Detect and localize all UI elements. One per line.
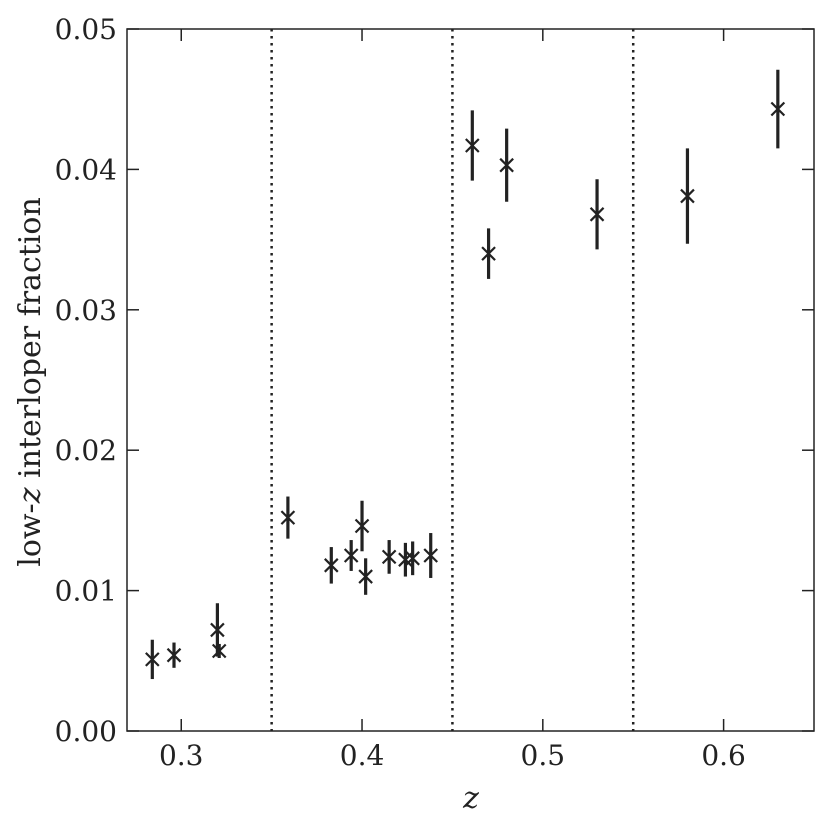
plot-frame bbox=[126, 28, 815, 732]
data-point bbox=[499, 157, 514, 173]
marker-stroke bbox=[210, 622, 225, 638]
data-point bbox=[770, 101, 786, 117]
x-axis-label: z bbox=[462, 781, 479, 816]
data-point bbox=[166, 647, 182, 663]
data-point bbox=[354, 518, 370, 534]
marker-stroke bbox=[324, 558, 339, 573]
y-axis-label-italic: z bbox=[13, 487, 48, 504]
y-tick-label: 0.00 bbox=[55, 715, 117, 748]
y-axis-label-prefix: low- bbox=[13, 503, 48, 566]
data-point bbox=[343, 548, 359, 563]
y-tick-label: 0.01 bbox=[55, 575, 117, 608]
y-axis-label: low-z interloper fraction bbox=[13, 197, 48, 567]
marker-stroke bbox=[770, 101, 786, 117]
error-bars bbox=[150, 69, 780, 680]
data-point bbox=[481, 246, 496, 261]
data-markers bbox=[145, 101, 786, 667]
x-tick-label: 0.5 bbox=[521, 739, 566, 772]
data-point bbox=[423, 548, 439, 563]
x-tick-label: 0.4 bbox=[340, 739, 385, 772]
data-point bbox=[211, 643, 227, 659]
marker-stroke bbox=[145, 652, 160, 667]
y-tick-label: 0.03 bbox=[55, 294, 117, 327]
data-point bbox=[280, 510, 296, 525]
data-point bbox=[381, 549, 397, 565]
y-axis-label-suffix: interloper fraction bbox=[13, 197, 48, 487]
data-point bbox=[358, 569, 373, 584]
data-point bbox=[324, 558, 339, 573]
marker-stroke bbox=[589, 207, 605, 222]
axis-ticks bbox=[127, 28, 814, 732]
marker-stroke bbox=[354, 518, 370, 534]
data-point bbox=[210, 622, 225, 638]
marker-stroke bbox=[280, 510, 296, 525]
data-point bbox=[465, 138, 480, 153]
marker-stroke bbox=[680, 188, 695, 204]
marker-stroke bbox=[343, 548, 359, 563]
marker-stroke bbox=[381, 549, 397, 565]
marker-stroke bbox=[499, 157, 514, 173]
marker-stroke bbox=[423, 548, 439, 563]
marker-stroke bbox=[211, 643, 227, 659]
data-point bbox=[680, 188, 695, 204]
data-point bbox=[145, 652, 160, 667]
y-tick-label: 0.05 bbox=[55, 13, 117, 46]
marker-stroke bbox=[481, 246, 496, 261]
vertical-dotted-lines bbox=[270, 29, 635, 731]
data-point bbox=[589, 207, 605, 222]
data-point bbox=[405, 551, 420, 566]
marker-stroke bbox=[358, 569, 373, 584]
marker-stroke bbox=[405, 551, 420, 566]
marker-stroke bbox=[465, 138, 480, 153]
x-tick-label: 0.6 bbox=[701, 739, 746, 772]
y-tick-label: 0.02 bbox=[55, 434, 117, 467]
x-tick-label: 0.3 bbox=[159, 739, 204, 772]
x-tick-labels: 0.3 0.4 0.5 0.6 bbox=[159, 739, 746, 772]
y-tick-labels: 0.00 0.01 0.02 0.03 0.04 0.05 bbox=[55, 13, 117, 748]
y-tick-label: 0.04 bbox=[55, 153, 117, 186]
marker-stroke bbox=[166, 647, 182, 663]
